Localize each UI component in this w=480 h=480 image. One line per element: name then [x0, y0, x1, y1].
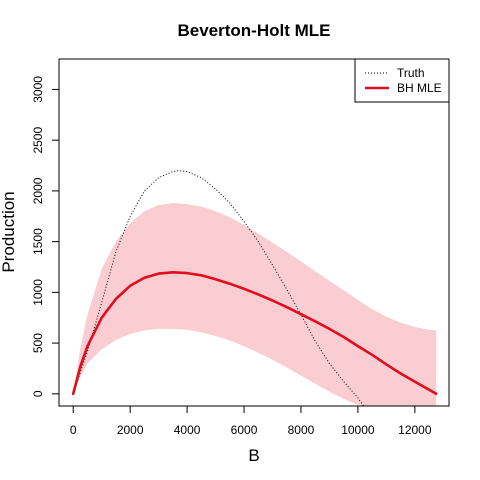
chart-title: Beverton-Holt MLE	[178, 21, 331, 40]
legend-box	[354, 58, 450, 103]
x-tick-label: 4000	[174, 423, 201, 437]
plot-area	[71, 170, 438, 406]
x-tick-label: 12000	[398, 423, 432, 437]
y-axis-label: Production	[0, 191, 18, 272]
x-tick-label: 6000	[231, 423, 258, 437]
legend-label: BH MLE	[397, 81, 442, 95]
x-axis-label: B	[248, 446, 259, 465]
x-tick-label: 0	[70, 423, 77, 437]
x-tick-label: 10000	[341, 423, 375, 437]
x-tick-label: 8000	[288, 423, 315, 437]
y-tick-label: 3000	[31, 76, 45, 103]
series-line-bh-mle	[71, 270, 438, 396]
y-tick-label: 1000	[31, 279, 45, 306]
x-tick-label: 2000	[117, 423, 144, 437]
y-tick-label: 0	[31, 390, 45, 397]
y-tick-label: 1500	[31, 228, 45, 255]
legend-label: Truth	[397, 66, 425, 80]
y-tick-label: 2000	[31, 177, 45, 204]
y-tick-label: 500	[31, 333, 45, 353]
axes: 0 2000 4000 6000 8000 10000 12000 0 500 1000 1500 2…	[31, 58, 450, 437]
confidence-band	[73, 203, 437, 406]
y-tick-label: 2500	[31, 127, 45, 154]
